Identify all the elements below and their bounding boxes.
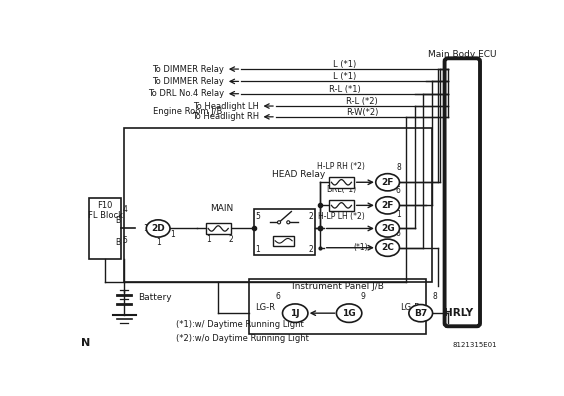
- Text: HRLY: HRLY: [444, 308, 473, 318]
- Text: 8121315E01: 8121315E01: [452, 342, 497, 348]
- Text: To DRL No.4 Relay: To DRL No.4 Relay: [148, 89, 224, 98]
- Text: LG-R: LG-R: [400, 303, 420, 312]
- Text: 1: 1: [396, 210, 401, 219]
- Bar: [329, 177, 354, 188]
- Bar: [249, 278, 426, 334]
- Text: 1: 1: [255, 245, 260, 254]
- Bar: [254, 209, 315, 255]
- Bar: [89, 198, 121, 259]
- Circle shape: [287, 221, 290, 224]
- Text: 2F: 2F: [381, 201, 394, 210]
- Text: Engine Room J/B: Engine Room J/B: [153, 107, 222, 116]
- Text: Battery: Battery: [138, 293, 172, 302]
- Text: R-L (*1): R-L (*1): [329, 85, 360, 94]
- Text: 2: 2: [309, 212, 314, 221]
- Text: B: B: [116, 238, 121, 247]
- Text: H-LP LH (*2): H-LP LH (*2): [318, 212, 365, 221]
- Ellipse shape: [409, 305, 433, 322]
- Text: 6: 6: [396, 229, 401, 238]
- Text: B: B: [116, 216, 121, 225]
- Text: 1: 1: [170, 230, 175, 239]
- Text: To DIMMER Relay: To DIMMER Relay: [152, 65, 224, 74]
- Bar: [329, 200, 354, 211]
- Text: Instrument Panel J/B: Instrument Panel J/B: [292, 282, 384, 291]
- Text: To DIMMER Relay: To DIMMER Relay: [152, 77, 224, 86]
- Text: To Headlight LH: To Headlight LH: [193, 101, 259, 110]
- Text: 1: 1: [143, 224, 148, 233]
- Text: 9: 9: [360, 292, 365, 301]
- Text: (*2):w/o Daytime Running Light: (*2):w/o Daytime Running Light: [176, 334, 309, 343]
- Text: 6: 6: [396, 187, 401, 195]
- Ellipse shape: [146, 220, 170, 237]
- Text: Main Body ECU: Main Body ECU: [428, 50, 496, 59]
- Text: DRL(*1): DRL(*1): [327, 185, 356, 194]
- Text: 1: 1: [156, 238, 161, 247]
- Text: 2G: 2G: [381, 224, 394, 233]
- Text: 2: 2: [228, 234, 233, 244]
- Text: (*1): (*1): [354, 243, 368, 252]
- Text: HEAD Relay: HEAD Relay: [272, 170, 325, 179]
- Text: 2: 2: [309, 245, 314, 254]
- Bar: [273, 236, 294, 246]
- Bar: [206, 223, 231, 234]
- Text: F10
FL Block: F10 FL Block: [87, 201, 122, 220]
- Text: L (*1): L (*1): [333, 72, 356, 82]
- Text: N: N: [81, 338, 90, 348]
- Ellipse shape: [376, 239, 399, 256]
- Text: 1J: 1J: [290, 308, 300, 318]
- Text: LG-R: LG-R: [255, 303, 275, 312]
- Circle shape: [277, 221, 280, 224]
- Text: 2F: 2F: [381, 178, 394, 187]
- Ellipse shape: [283, 304, 308, 322]
- Text: 2C: 2C: [381, 243, 394, 252]
- Ellipse shape: [336, 304, 362, 322]
- Text: L (*1): L (*1): [333, 60, 356, 69]
- Text: 1G: 1G: [342, 308, 356, 318]
- Text: MAIN: MAIN: [210, 204, 233, 213]
- Text: B7: B7: [414, 308, 428, 318]
- Text: 6: 6: [276, 292, 281, 301]
- Text: 4: 4: [123, 205, 127, 214]
- Text: 1: 1: [206, 234, 210, 244]
- Text: (*1):w/ Daytime Running Light: (*1):w/ Daytime Running Light: [176, 320, 303, 329]
- Text: R-W(*2): R-W(*2): [346, 108, 378, 117]
- Text: H-LP RH (*2): H-LP RH (*2): [318, 162, 365, 171]
- Text: 8: 8: [396, 163, 401, 172]
- Ellipse shape: [376, 197, 399, 214]
- Bar: [124, 128, 432, 282]
- Text: 8: 8: [432, 292, 437, 301]
- Text: 5: 5: [255, 212, 260, 221]
- Text: To Headlight RH: To Headlight RH: [192, 112, 259, 121]
- Text: 5: 5: [123, 236, 127, 244]
- Ellipse shape: [376, 220, 399, 237]
- Ellipse shape: [376, 173, 399, 191]
- Text: 2D: 2D: [151, 224, 165, 233]
- Text: R-L (*2): R-L (*2): [346, 97, 378, 106]
